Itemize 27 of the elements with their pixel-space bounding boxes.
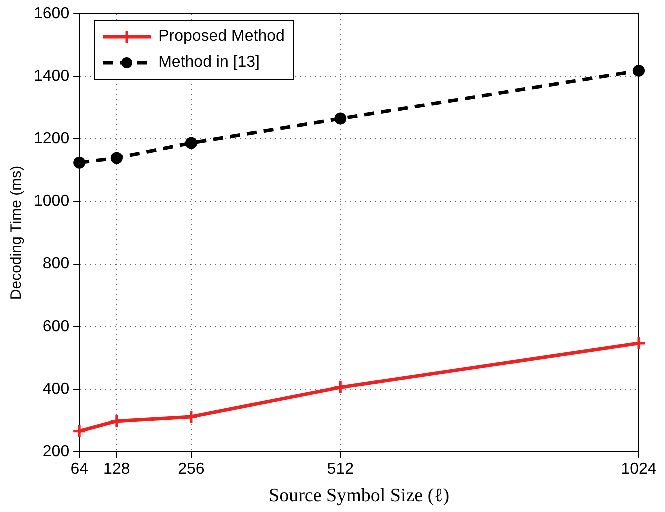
- legend-label: Proposed Method: [158, 28, 285, 46]
- point: [185, 137, 198, 150]
- x-tick-label: 128: [104, 461, 130, 478]
- y-axis-title: Decoding Time (ms): [8, 166, 26, 300]
- point: [633, 64, 645, 77]
- y-tick-label: 200: [42, 443, 70, 460]
- point: [184, 410, 199, 424]
- y-tick-label: 600: [42, 318, 70, 336]
- x-axis-title: Source Symbol Size (ℓ): [268, 486, 450, 507]
- y-tick-label: 1000: [34, 193, 70, 210]
- point: [74, 156, 86, 169]
- point: [110, 152, 123, 164]
- point: [334, 112, 347, 125]
- y-tick-label: 800: [42, 256, 70, 273]
- x-tick-label: 512: [327, 461, 354, 478]
- y-tick-label: 1200: [34, 130, 70, 148]
- x-tick-label: 256: [178, 461, 205, 478]
- x-tick-label: 64: [70, 461, 89, 478]
- y-tick-label: 1400: [34, 68, 70, 85]
- point: [110, 414, 124, 429]
- legend-label: Method in [13]: [158, 54, 260, 72]
- point: [632, 336, 646, 351]
- y-tick-label: 400: [42, 380, 70, 398]
- point: [72, 424, 87, 439]
- point: [333, 380, 348, 395]
- x-tick-label: 1024: [621, 461, 657, 478]
- y-tick-label: 1600: [34, 5, 70, 22]
